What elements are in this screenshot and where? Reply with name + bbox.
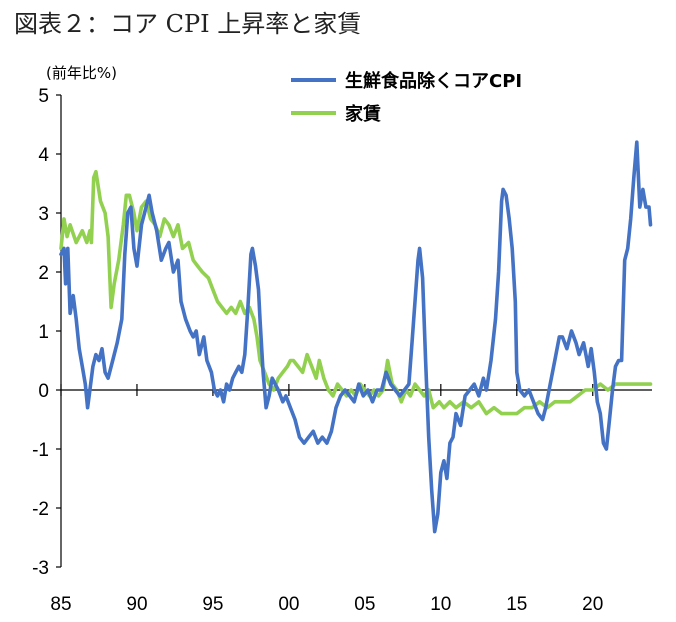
y-tick-label: 4 — [38, 145, 49, 166]
x-tick-label: 15 — [506, 594, 527, 615]
y-tick-label: -2 — [32, 499, 49, 520]
y-tick-label: -3 — [32, 558, 49, 579]
x-tick-label: 90 — [126, 594, 147, 615]
series-line-1 — [59, 169, 653, 416]
y-tick-label: 5 — [38, 86, 49, 107]
x-tick-label: 85 — [50, 594, 71, 615]
y-tick-label: 3 — [38, 204, 49, 225]
y-tick-label: 2 — [38, 263, 49, 284]
series-line-0 — [59, 140, 653, 534]
y-unit-label: (前年比%) — [46, 64, 117, 82]
x-tick-label: 10 — [430, 594, 451, 615]
x-tick-label: 95 — [202, 594, 223, 615]
chart-title: 図表２：コア CPI 上昇率と家賃 — [14, 10, 362, 38]
legend-label: 家賃 — [345, 103, 381, 125]
x-tick-label: 20 — [582, 594, 603, 615]
series-lines — [59, 140, 653, 534]
legend: 生鮮食品除くコアCPI 家賃 — [291, 70, 522, 125]
legend-label: 生鮮食品除くコアCPI — [345, 70, 522, 92]
y-tick-label: 1 — [38, 322, 49, 343]
y-tick-label: 0 — [38, 381, 49, 402]
y-tick-label: -1 — [32, 440, 49, 461]
x-tick-label: 00 — [278, 594, 299, 615]
x-tick-label: 05 — [354, 594, 375, 615]
